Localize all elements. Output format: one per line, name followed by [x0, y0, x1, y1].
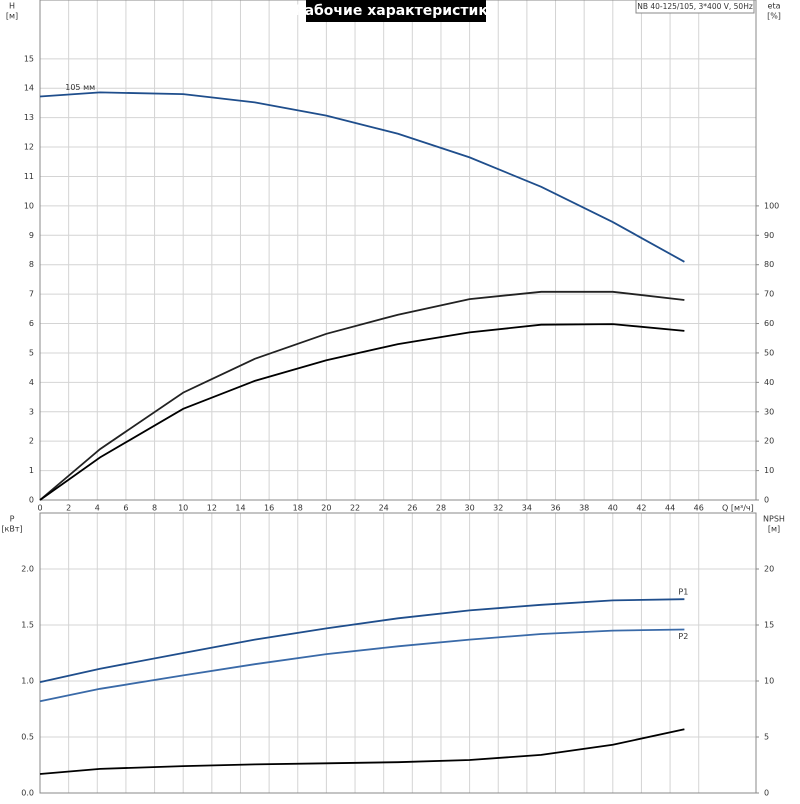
curve — [39, 728, 685, 775]
y2-tick-label: 5 — [764, 733, 769, 742]
series-label: P2 — [678, 632, 688, 641]
y2-tick-label: 70 — [764, 290, 774, 299]
y2-axis-unit: [м] — [768, 525, 780, 534]
x-tick-label: 18 — [293, 504, 303, 513]
x-tick-label: 34 — [522, 504, 532, 513]
y-axis-label: P — [10, 515, 15, 524]
y2-tick-label: 80 — [764, 260, 774, 269]
y-axis-label: H — [9, 2, 15, 11]
y-tick-label: 10 — [24, 201, 34, 210]
y-tick-label: 2.0 — [21, 565, 34, 574]
y-tick-label: 15 — [24, 54, 34, 63]
x-tick-label: 42 — [636, 504, 646, 513]
x-tick-label: 24 — [379, 504, 389, 513]
x-tick-label: 16 — [264, 504, 274, 513]
y2-tick-label: 0 — [764, 496, 769, 505]
y-tick-label: 0.0 — [21, 789, 34, 798]
y2-tick-label: 30 — [764, 407, 774, 416]
x-tick-label: 4 — [95, 504, 100, 513]
x-tick-label: 28 — [436, 504, 446, 513]
curve — [39, 598, 685, 683]
y-tick-label: 12 — [24, 143, 34, 152]
x-tick-label: 36 — [550, 504, 560, 513]
x-tick-label: 20 — [321, 504, 331, 513]
curve — [39, 628, 685, 703]
x-tick-label: 2 — [66, 504, 71, 513]
x-tick-label: 44 — [665, 504, 675, 513]
series-label: 105 мм — [65, 83, 95, 92]
y2-tick-label: 90 — [764, 231, 774, 240]
x-tick-label: 6 — [123, 504, 128, 513]
y-tick-label: 1 — [29, 466, 34, 475]
y-tick-label: 6 — [29, 319, 34, 328]
x-tick-label: 26 — [407, 504, 417, 513]
curve — [39, 290, 685, 501]
y2-tick-label: 100 — [764, 201, 779, 210]
series-label: P1 — [678, 588, 688, 597]
y-axis-unit: [м] — [6, 12, 18, 21]
y-axis-unit: [кВт] — [1, 525, 22, 534]
y-tick-label: 3 — [29, 407, 34, 416]
x-tick-label: 8 — [152, 504, 157, 513]
y-tick-label: 13 — [24, 113, 34, 122]
y2-axis-label: NPSH — [763, 515, 785, 524]
y-tick-label: 9 — [29, 231, 34, 240]
y-tick-label: 11 — [24, 172, 34, 181]
y-tick-label: 8 — [29, 260, 34, 269]
y2-tick-label: 50 — [764, 348, 774, 357]
y2-tick-label: 40 — [764, 378, 774, 387]
y-tick-label: 0.5 — [21, 733, 34, 742]
x-tick-label: 40 — [608, 504, 618, 513]
x-tick-label: 30 — [465, 504, 475, 513]
y-tick-label: 2 — [29, 437, 34, 446]
y2-axis-label: eta — [768, 2, 781, 11]
y-tick-label: 7 — [29, 290, 34, 299]
curve — [39, 91, 685, 263]
x-tick-label: 12 — [207, 504, 217, 513]
y-tick-label: 5 — [29, 348, 34, 357]
y2-tick-label: 20 — [764, 437, 774, 446]
plot-frame — [39, 512, 757, 794]
y-tick-label: 4 — [29, 378, 34, 387]
y2-axis-unit: [%] — [767, 12, 781, 21]
y2-tick-label: 0 — [764, 789, 769, 798]
y2-tick-label: 10 — [764, 466, 774, 475]
plot-frame — [39, 0, 757, 501]
x-tick-label: 32 — [493, 504, 503, 513]
x-tick-label: 14 — [235, 504, 245, 513]
x-tick-label: 10 — [178, 504, 188, 513]
title-box — [306, 0, 486, 22]
y2-tick-label: 10 — [764, 677, 774, 686]
x-tick-label: 22 — [350, 504, 360, 513]
chart-subtitle: NB 40-125/105, 3*400 V, 50Hz — [637, 2, 753, 11]
x-axis-label: Q [м³/ч] — [722, 504, 754, 513]
y2-tick-label: 15 — [764, 621, 774, 630]
curve — [39, 323, 685, 501]
y2-tick-label: 20 — [764, 565, 774, 574]
y2-tick-label: 60 — [764, 319, 774, 328]
subtitle-box — [635, 0, 755, 14]
x-tick-label: 0 — [37, 504, 42, 513]
y-tick-label: 1.0 — [21, 677, 34, 686]
chart-title: Рабочие характеристики — [294, 3, 497, 19]
x-tick-label: 46 — [694, 504, 704, 513]
y-tick-label: 0 — [29, 496, 34, 505]
y-tick-label: 1.5 — [21, 621, 34, 630]
y-tick-label: 14 — [24, 84, 34, 93]
x-tick-label: 38 — [579, 504, 589, 513]
